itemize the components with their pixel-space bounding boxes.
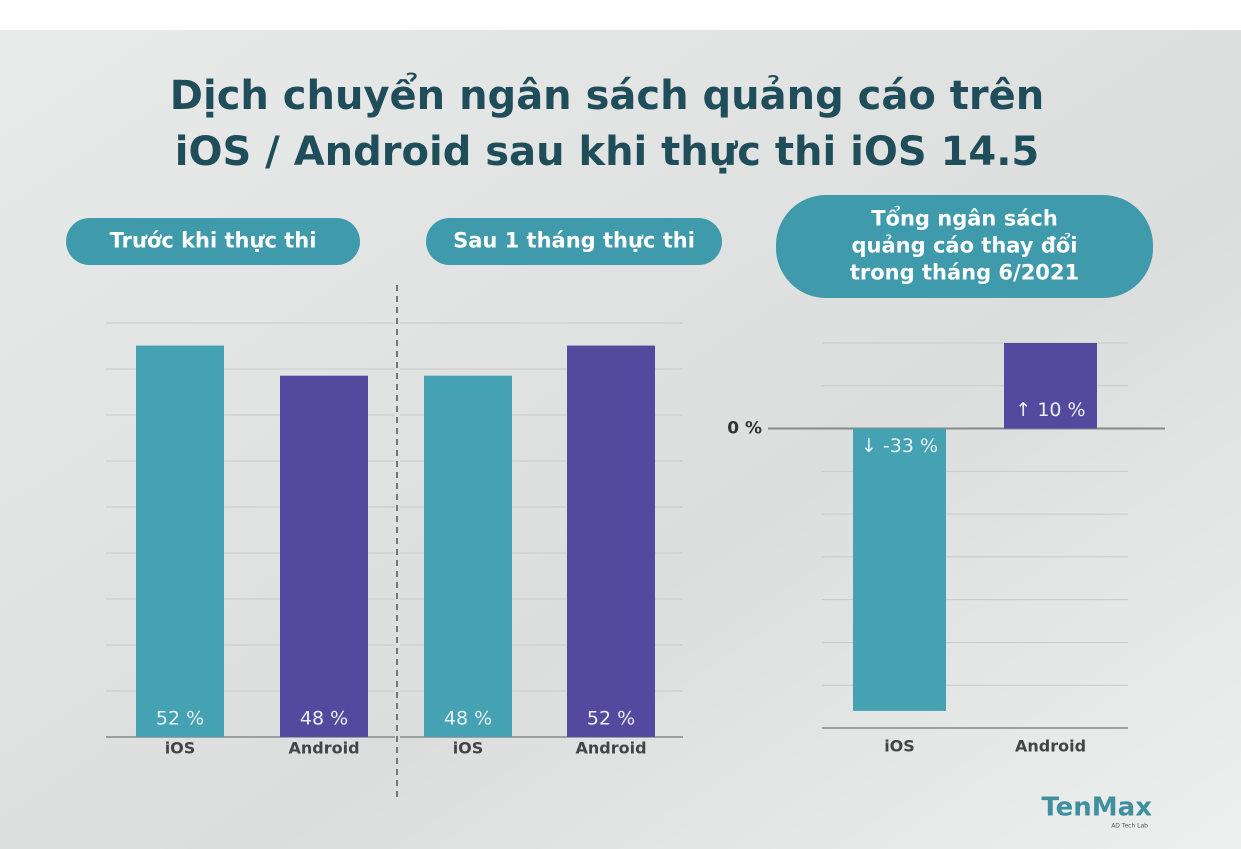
bar: [424, 375, 512, 737]
x-tick-label: iOS: [165, 739, 196, 758]
value-label: 48 %: [444, 708, 492, 730]
panel-pill: [66, 218, 360, 265]
title-line: iOS / Android sau khi thực thi iOS 14.5: [175, 129, 1040, 175]
x-tick-label: iOS: [884, 737, 915, 756]
panel-title: Sau 1 tháng thực thi: [453, 229, 695, 253]
panel-pill: [426, 218, 722, 265]
bar: [136, 345, 224, 737]
panel-pill: [776, 195, 1153, 298]
panel-title: quảng cáo thay đổi: [852, 233, 1078, 258]
logo-name: TenMax: [1041, 793, 1152, 823]
x-tick-label: iOS: [453, 739, 484, 758]
value-label: 48 %: [300, 708, 348, 730]
value-label: 52 %: [587, 708, 635, 730]
bar: [853, 428, 946, 711]
panel-title: trong tháng 6/2021: [850, 261, 1079, 285]
value-label: 52 %: [156, 708, 204, 730]
bar: [567, 345, 655, 737]
x-tick-label: Android: [1015, 737, 1086, 756]
title-line: Dịch chuyển ngân sách quảng cáo trên: [170, 71, 1044, 119]
value-label: ↑ 10 %: [1015, 399, 1085, 421]
panel-title: Tổng ngân sách: [871, 206, 1058, 231]
bar: [1004, 343, 1097, 429]
x-tick-label: Android: [575, 739, 646, 758]
bar: [280, 375, 368, 737]
logo-tagline: AD Tech Lab: [1111, 823, 1148, 830]
panel-title: Trước khi thực thi: [110, 229, 317, 253]
x-tick-label: Android: [288, 739, 359, 758]
y-tick-label: 0 %: [727, 419, 762, 439]
value-label: ↓ -33 %: [861, 435, 938, 457]
